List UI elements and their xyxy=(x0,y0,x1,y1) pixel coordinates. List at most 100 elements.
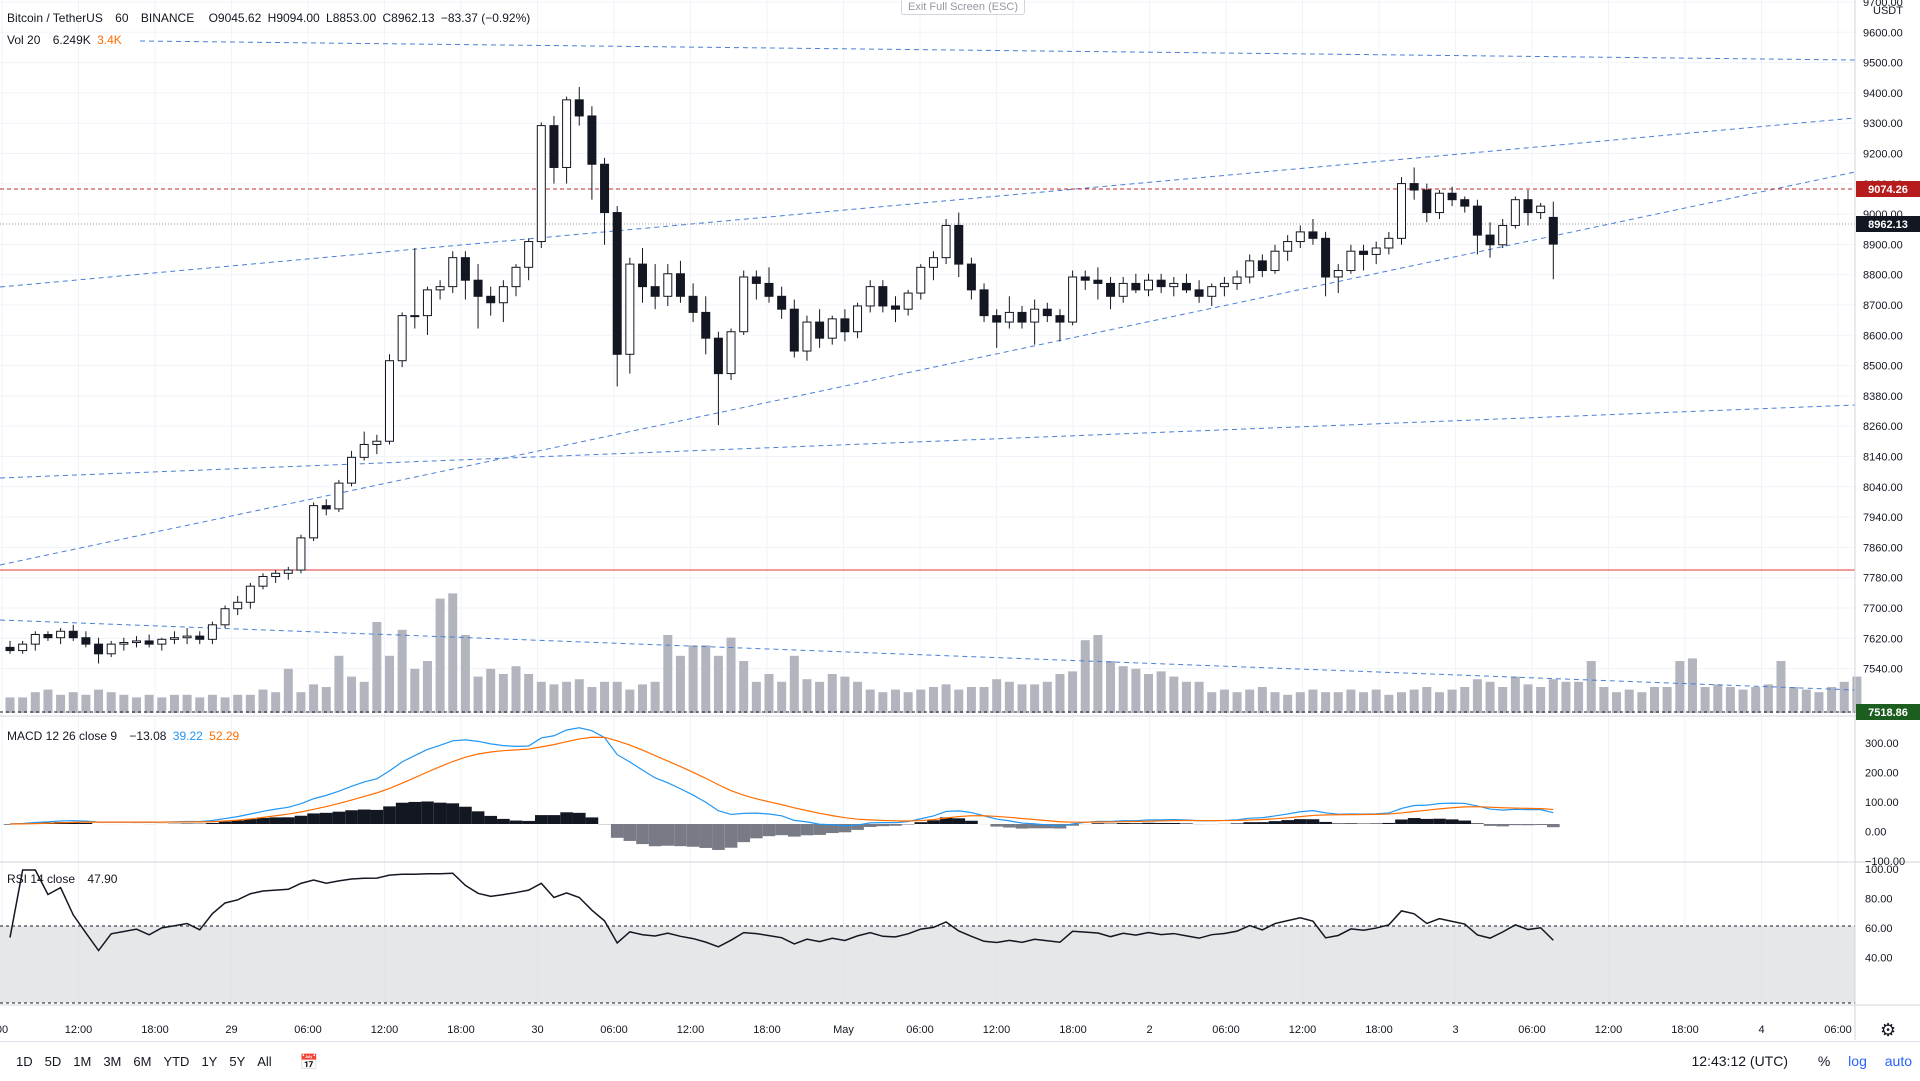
candle-body xyxy=(1233,277,1241,283)
macd-histogram-bar xyxy=(333,812,346,824)
macd-histogram-bar xyxy=(1458,821,1471,824)
range-1d-button[interactable]: 1D xyxy=(16,1054,33,1069)
volume-bar xyxy=(1195,682,1204,713)
candle-body xyxy=(284,570,292,573)
volume-bar xyxy=(537,682,546,713)
auto-scale-button[interactable]: auto xyxy=(1885,1053,1912,1069)
ohlc-low: 8853.00 xyxy=(333,11,376,25)
rsi-tick-label: 80.00 xyxy=(1865,894,1893,906)
price-tick-label: 7540.00 xyxy=(1863,664,1903,676)
range-5y-button[interactable]: 5Y xyxy=(229,1054,245,1069)
price-tick-label: 8040.00 xyxy=(1863,482,1903,494)
volume-bar xyxy=(663,635,672,713)
chart-canvas[interactable]: USDT9700.009600.009500.009400.009300.009… xyxy=(0,0,1920,1040)
log-scale-button[interactable]: log xyxy=(1848,1053,1867,1069)
candle-body xyxy=(778,296,786,309)
volume-bar xyxy=(752,682,761,713)
interval[interactable]: 60 xyxy=(115,11,128,25)
macd-histogram-bar xyxy=(687,824,700,847)
macd-hist-value: −13.08 xyxy=(129,729,166,743)
volume-bar xyxy=(322,687,331,713)
macd-histogram-bar xyxy=(1016,824,1029,829)
goto-date-icon[interactable]: 📅 xyxy=(300,1053,319,1071)
percent-scale-button[interactable]: % xyxy=(1818,1053,1830,1069)
macd-histogram-bar xyxy=(459,807,472,824)
volume-bar xyxy=(423,661,432,713)
timezone-clock[interactable]: 12:43:12 (UTC) xyxy=(1692,1053,1788,1069)
candle-body xyxy=(398,316,406,361)
grid xyxy=(0,0,1855,1005)
volume-bar xyxy=(1144,674,1153,713)
range-5d-button[interactable]: 5D xyxy=(45,1054,62,1069)
range-1m-button[interactable]: 1M xyxy=(73,1054,91,1069)
symbol-name[interactable]: Bitcoin / TetherUS xyxy=(7,11,103,25)
candle-body xyxy=(487,296,495,302)
range-3m-button[interactable]: 3M xyxy=(103,1054,121,1069)
price-tick-label: 8500.00 xyxy=(1863,361,1903,373)
candle-body xyxy=(272,573,280,576)
macd-legend[interactable]: MACD 12 26 close 9 −13.08 39.22 52.29 xyxy=(7,729,242,743)
volume-bar xyxy=(43,690,52,713)
exit-fullscreen-button[interactable]: Exit Full Screen (ESC) xyxy=(901,0,1025,15)
candle-body xyxy=(613,213,621,355)
macd-histogram-bar xyxy=(80,823,93,824)
volume-bar xyxy=(714,656,723,713)
volume-bar xyxy=(1258,687,1267,713)
candle-body xyxy=(790,309,798,351)
rsi-legend[interactable]: RSI 14 close 47.90 xyxy=(7,872,120,886)
candle-body xyxy=(816,322,824,338)
candle-body xyxy=(1031,309,1039,322)
macd-value: 39.22 xyxy=(173,729,203,743)
candle-body xyxy=(259,577,267,587)
candle-body xyxy=(676,274,684,297)
volume-bar xyxy=(1739,690,1748,713)
volume-bar xyxy=(777,682,786,713)
volume-bar xyxy=(1827,687,1836,713)
volume-bar xyxy=(1675,661,1684,713)
candle-body xyxy=(993,316,1001,322)
volume-value: 3.4K xyxy=(97,33,122,47)
candle-body xyxy=(727,332,735,374)
candle-body xyxy=(904,293,912,309)
settings-gear-icon[interactable]: ⚙ xyxy=(1880,1020,1896,1041)
rsi-tick-label: 60.00 xyxy=(1865,923,1893,935)
ohlc-high: 9094.00 xyxy=(276,11,319,25)
price-tick-label: 8260.00 xyxy=(1863,421,1903,433)
candle-body xyxy=(461,258,469,281)
volume-legend[interactable]: Vol 20 6.249K 3.4K xyxy=(7,33,125,47)
range-6m-button[interactable]: 6M xyxy=(133,1054,151,1069)
volume-bar xyxy=(31,692,40,713)
macd-histogram-bar xyxy=(1003,824,1016,828)
volume-bar xyxy=(1346,690,1355,713)
volume-bar xyxy=(1524,684,1533,713)
volume-bar xyxy=(246,695,255,713)
volume-bar xyxy=(1764,684,1773,713)
volume-bar xyxy=(562,682,571,713)
price-tick-label: 8700.00 xyxy=(1863,300,1903,312)
time-tick-label: 3 xyxy=(1452,1024,1458,1036)
volume-bar xyxy=(195,697,204,713)
time-tick-label: 00 xyxy=(0,1024,8,1036)
volume-bar xyxy=(1473,679,1482,713)
macd-histogram-bar xyxy=(472,811,485,824)
volume-bar xyxy=(980,687,989,713)
macd-histogram-bar xyxy=(737,824,750,842)
range-1y-button[interactable]: 1Y xyxy=(201,1054,217,1069)
volume-bar xyxy=(1157,671,1166,713)
volume-bar xyxy=(56,695,65,713)
volume-bar xyxy=(1587,661,1596,713)
macd-histogram-bar xyxy=(522,821,535,824)
candle-body xyxy=(537,126,545,242)
range-ytd-button[interactable]: YTD xyxy=(163,1054,189,1069)
candle-body xyxy=(1182,283,1190,289)
volume-bar xyxy=(1701,687,1710,713)
candle-body xyxy=(1499,225,1507,244)
candle-body xyxy=(183,636,191,638)
candle-body xyxy=(1208,287,1216,297)
range-all-button[interactable]: All xyxy=(257,1054,271,1069)
volume-bar xyxy=(448,593,457,713)
macd-histogram-bar xyxy=(662,824,675,846)
candle-body xyxy=(208,625,216,639)
volume-bar xyxy=(587,687,596,713)
candle-body xyxy=(1157,280,1165,286)
